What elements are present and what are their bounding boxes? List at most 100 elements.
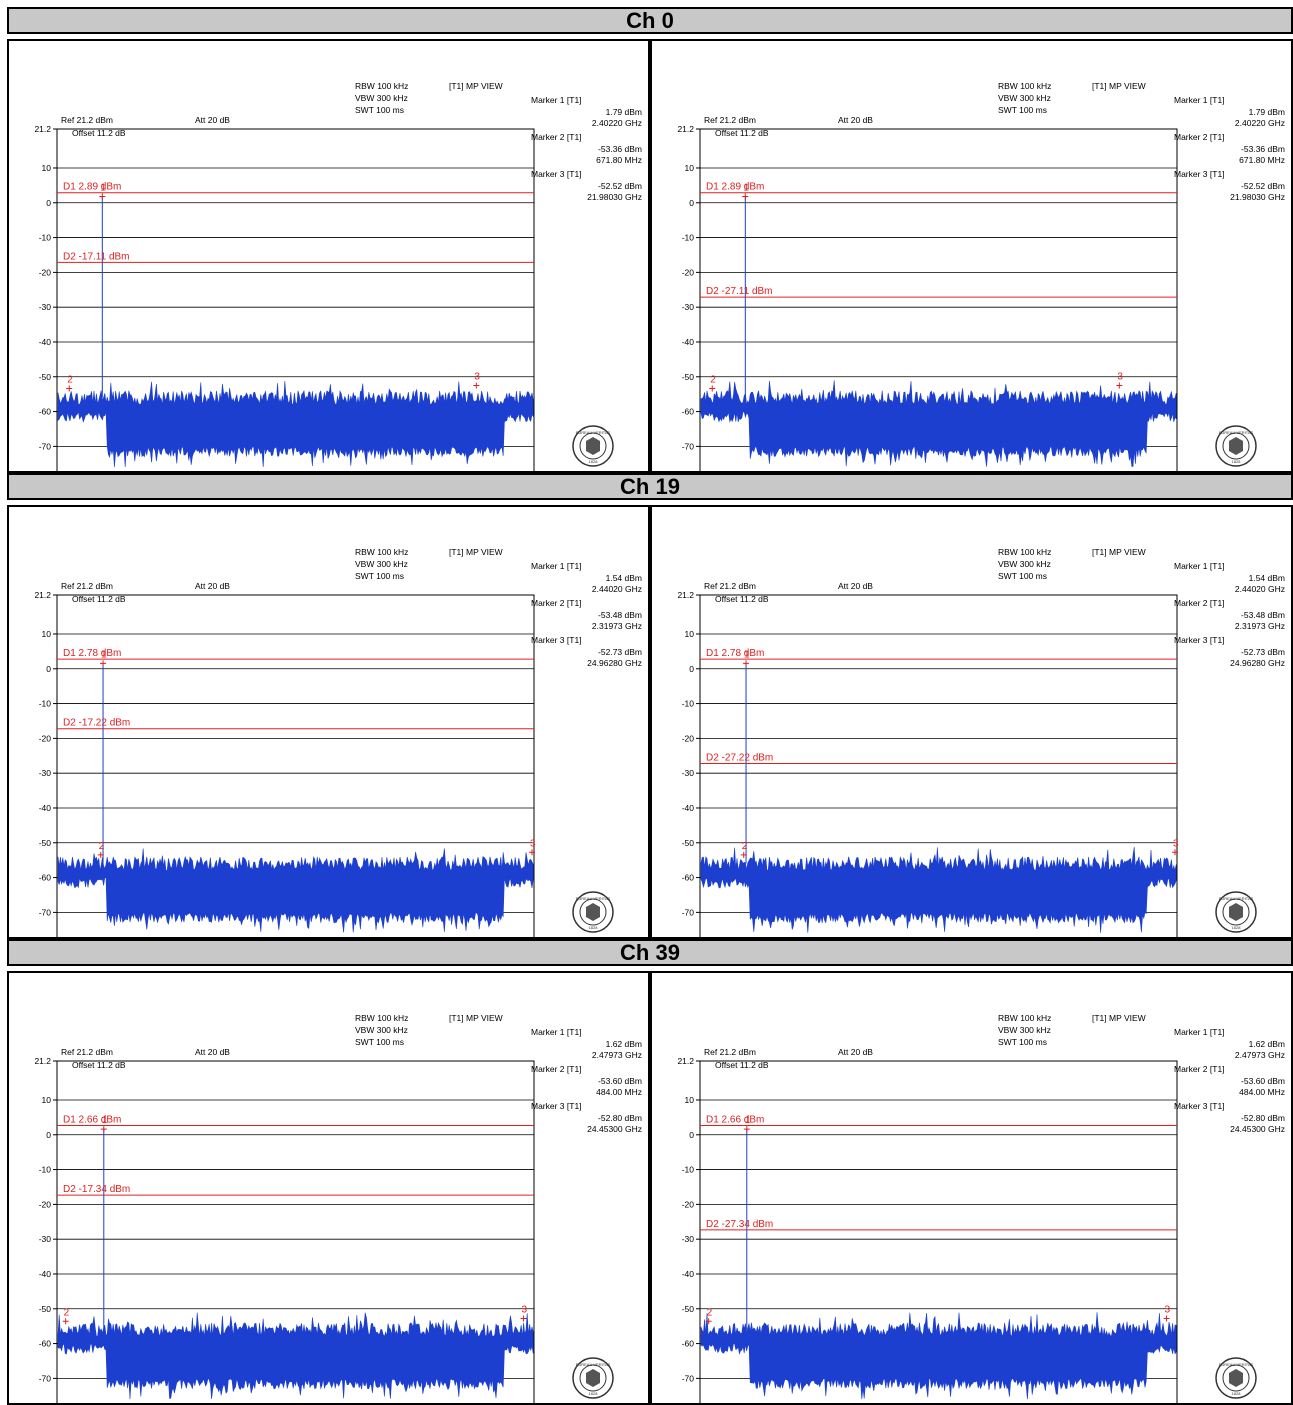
marker2-freq: 2.31973 GHz	[592, 621, 642, 631]
spectrum-svg: RBW 100 kHz VBW 300 kHz SWT 100 ms [T1] MP …	[34, 1013, 642, 1403]
marker2-title: Marker 2 [T1]	[531, 132, 582, 142]
spectrum-plot: RBW 100 kHz VBW 300 kHz SWT 100 ms [T1] MP …	[7, 505, 650, 939]
trace-noise	[57, 848, 534, 933]
y-tick-label: -70	[39, 1373, 52, 1383]
marker-2	[97, 851, 104, 858]
marker-id-label: 1	[101, 649, 107, 660]
marker3-level: -52.73 dBm	[598, 647, 642, 657]
y-tick-label: -50	[682, 838, 695, 848]
marker2-level: -53.60 dBm	[1241, 1076, 1285, 1086]
trace-noise	[57, 1312, 534, 1400]
svg-text:BUREAU VERITAS: BUREAU VERITAS	[576, 1362, 611, 1367]
y-tick-label: 21.2	[34, 590, 51, 600]
spectrum-svg: RBW 100 kHz VBW 300 kHz SWT 100 ms [T1] MP …	[677, 1013, 1285, 1403]
channel-header: Ch 19	[7, 473, 1293, 500]
y-tick-label: 21.2	[677, 124, 694, 134]
y-tick-label: 0	[46, 1130, 51, 1140]
marker1-freq: 2.40220 GHz	[592, 118, 642, 128]
vbw-label: VBW 300 kHz	[998, 1025, 1051, 1035]
swt-label: SWT 100 ms	[355, 105, 404, 115]
y-tick-label: -30	[682, 302, 695, 312]
offset-label: Offset 11.2 dB	[72, 128, 126, 138]
marker3-level: -52.52 dBm	[598, 181, 642, 191]
marker-1	[743, 660, 750, 667]
marker1-freq: 2.47973 GHz	[592, 1050, 642, 1060]
y-tick-label: -20	[682, 733, 695, 743]
trace-noise	[700, 846, 1177, 933]
marker-2	[705, 1318, 712, 1325]
vbw-label: VBW 300 kHz	[355, 93, 408, 103]
marker3-title: Marker 3 [T1]	[531, 169, 582, 179]
offset-label: Offset 11.2 dB	[72, 594, 126, 604]
rbw-label: RBW 100 kHz	[998, 81, 1051, 91]
y-tick-label: -20	[682, 267, 695, 277]
svg-text:1828: 1828	[1232, 459, 1242, 464]
y-tick-label: -20	[682, 1199, 695, 1209]
marker-2	[709, 385, 716, 392]
svg-text:BUREAU VERITAS: BUREAU VERITAS	[1219, 1362, 1254, 1367]
plot-frame	[56, 1060, 535, 1403]
marker-3	[520, 1315, 527, 1322]
svg-text:BUREAU VERITAS: BUREAU VERITAS	[1219, 896, 1254, 901]
y-tick-label: -50	[39, 372, 52, 382]
y-tick-label: -70	[39, 441, 52, 451]
spectrum-plot: RBW 100 kHz VBW 300 kHz SWT 100 ms [T1] MP …	[7, 971, 650, 1405]
y-tick-label: 0	[689, 1130, 694, 1140]
y-tick-label: 0	[689, 664, 694, 674]
display-line-label: D2 -27.22 dBm	[706, 753, 773, 764]
vbw-label: VBW 300 kHz	[998, 93, 1051, 103]
view-label: [T1] MP VIEW	[1092, 547, 1146, 557]
marker2-title: Marker 2 [T1]	[531, 598, 582, 608]
marker-id-label: 2	[707, 1307, 713, 1318]
marker-id-label: 3	[474, 372, 480, 383]
y-tick-label: -10	[39, 699, 52, 709]
marker1-title: Marker 1 [T1]	[1174, 561, 1225, 571]
y-tick-label: 10	[42, 1095, 52, 1105]
y-tick-label: 21.2	[677, 1056, 694, 1066]
att-label: Att 20 dB	[195, 1047, 230, 1057]
bureau-veritas-logo: BUREAU VERITAS1828BUREAUVERITAS	[572, 1357, 614, 1399]
spectrum-svg: RBW 100 kHz VBW 300 kHz SWT 100 ms [T1] MP …	[677, 547, 1285, 937]
marker-1	[743, 1126, 750, 1133]
att-label: Att 20 dB	[838, 1047, 873, 1057]
y-tick-label: -60	[39, 1339, 52, 1349]
display-line-label: D2 -17.22 dBm	[63, 718, 130, 729]
marker1-freq: 2.47973 GHz	[1235, 1050, 1285, 1060]
marker3-level: -52.73 dBm	[1241, 647, 1285, 657]
marker3-level: -52.80 dBm	[1241, 1113, 1285, 1123]
marker3-freq: 24.96280 GHz	[587, 658, 642, 668]
y-tick-label: 10	[42, 163, 52, 173]
y-tick-label: -10	[39, 1165, 52, 1175]
spectrum-svg: RBW 100 kHz VBW 300 kHz SWT 100 ms [T1] MP …	[34, 81, 642, 471]
marker3-title: Marker 3 [T1]	[1174, 1101, 1225, 1111]
marker1-level: 1.79 dBm	[606, 107, 642, 117]
y-tick-label: 10	[685, 1095, 695, 1105]
marker-3	[1163, 1315, 1170, 1322]
ref-label: Ref 21.2 dBm	[704, 115, 756, 125]
rbw-label: RBW 100 kHz	[355, 1013, 408, 1023]
y-tick-label: -30	[39, 302, 52, 312]
y-tick-label: -30	[682, 768, 695, 778]
marker-id-label: 1	[745, 1115, 751, 1126]
marker-id-label: 2	[67, 374, 73, 385]
y-tick-label: -40	[682, 1269, 695, 1279]
marker3-freq: 21.98030 GHz	[587, 192, 642, 202]
ref-label: Ref 21.2 dBm	[704, 581, 756, 591]
marker-id-label: 3	[522, 1305, 528, 1316]
view-label: [T1] MP VIEW	[449, 1013, 503, 1023]
y-tick-label: -60	[39, 407, 52, 417]
offset-label: Offset 11.2 dB	[715, 128, 769, 138]
marker-id-label: 2	[64, 1307, 70, 1318]
y-tick-label: -40	[39, 337, 52, 347]
svg-text:1828: 1828	[589, 459, 599, 464]
trace-noise	[57, 380, 534, 468]
rbw-label: RBW 100 kHz	[998, 1013, 1051, 1023]
marker-id-label: 2	[710, 374, 716, 385]
swt-label: SWT 100 ms	[998, 1037, 1047, 1047]
marker2-freq: 2.31973 GHz	[1235, 621, 1285, 631]
vbw-label: VBW 300 kHz	[355, 1025, 408, 1035]
y-tick-label: 21.2	[677, 590, 694, 600]
marker-id-label: 2	[99, 841, 105, 852]
spectrum-plot: RBW 100 kHz VBW 300 kHz SWT 100 ms [T1] MP …	[650, 971, 1293, 1405]
marker3-title: Marker 3 [T1]	[1174, 635, 1225, 645]
